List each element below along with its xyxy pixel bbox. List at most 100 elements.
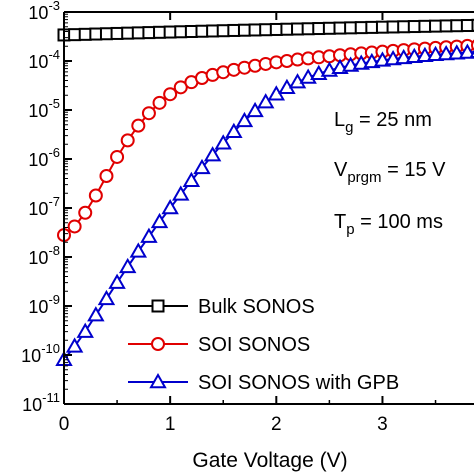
series-layer (55, 18, 474, 366)
data-point (256, 93, 275, 109)
data-point (78, 27, 92, 41)
legend-label: SOI SONOS (198, 334, 310, 356)
data-point (121, 26, 135, 40)
legend-label: SOI SONOS with GPB (198, 372, 399, 394)
data-point (206, 24, 220, 38)
x-tick-label: 3 (377, 414, 388, 435)
x-axis-label: Gate Voltage (V) (192, 449, 347, 472)
data-point (88, 188, 103, 203)
data-point (458, 43, 474, 59)
data-point (429, 19, 443, 33)
axes (63, 11, 474, 405)
data-point (416, 46, 434, 62)
data-point (163, 25, 177, 39)
data-point (237, 23, 251, 37)
data-point (89, 27, 103, 41)
data-point (216, 24, 230, 38)
data-point (394, 48, 413, 65)
data-point (182, 171, 201, 187)
legend-entry: SOI SONOS (128, 334, 310, 356)
data-point (386, 20, 400, 34)
data-point (333, 21, 347, 35)
data-point (110, 26, 124, 40)
data-point (78, 205, 93, 220)
series-square (57, 18, 474, 42)
data-point (291, 22, 305, 36)
data-point (131, 26, 145, 40)
data-point (460, 19, 474, 33)
y-tick-label: 10-11 (22, 390, 60, 415)
data-point (227, 23, 241, 37)
y-tick-label: 10-9 (28, 292, 60, 317)
data-point (67, 219, 82, 234)
legend-entry: SOI SONOS with GPB (128, 372, 399, 394)
plot-area (64, 12, 474, 404)
data-point (65, 337, 84, 353)
data-point (161, 198, 179, 215)
data-point (120, 133, 135, 148)
data-point (439, 19, 453, 33)
data-point (140, 227, 158, 243)
data-point (225, 122, 243, 138)
series-triangle (55, 43, 474, 366)
data-point (450, 19, 464, 33)
legend-marker (149, 372, 167, 389)
data-point (354, 21, 368, 35)
data-point (301, 22, 315, 36)
data-point (110, 149, 125, 164)
data-point (437, 44, 455, 61)
data-point (131, 118, 146, 133)
data-point (426, 45, 445, 62)
data-point (246, 101, 264, 118)
data-point (365, 20, 379, 34)
data-point (163, 87, 178, 102)
annotation-text: Tp = 100 ms (334, 211, 443, 238)
y-tick-label: 10-8 (28, 243, 60, 268)
y-tick-label: 10-4 (28, 47, 60, 72)
annotation-text: Vprgm = 15 V (334, 159, 446, 186)
data-point (280, 22, 294, 36)
y-tick-label: 10-10 (21, 341, 60, 366)
plot-background (64, 12, 474, 404)
data-point (68, 28, 82, 42)
legend-label: Bulk SONOS (198, 296, 315, 318)
data-point (322, 21, 336, 35)
data-point (108, 273, 126, 289)
x-tick-label: 2 (271, 414, 282, 435)
y-tick-label: 10-7 (28, 194, 60, 219)
data-point (312, 22, 326, 36)
data-point (153, 25, 167, 39)
data-point (152, 95, 167, 110)
data-point (184, 24, 198, 38)
legend-marker (151, 299, 165, 313)
data-point (375, 20, 389, 34)
data-point (235, 111, 254, 128)
data-point (193, 158, 211, 175)
x-tick-label: 1 (165, 414, 176, 435)
tick-labels: 0 1 2 3 10-3 10-4 10-5 10-6 10-7 10-8 10-9 10-10 10-… (21, 0, 388, 435)
legend-marker (151, 337, 165, 351)
data-point (448, 44, 466, 60)
annotation-text: Lg = 25 nm (334, 109, 432, 136)
data-point (142, 26, 156, 40)
x-tick-label: 0 (59, 414, 70, 435)
data-point (203, 146, 222, 162)
data-point (141, 106, 156, 121)
data-point (195, 24, 209, 38)
data-point (87, 306, 105, 322)
data-point (214, 134, 232, 150)
data-point (469, 49, 474, 59)
data-point (150, 212, 169, 229)
y-tick-label: 10-3 (28, 0, 60, 23)
data-point (384, 49, 402, 66)
data-point (172, 185, 190, 201)
data-point (97, 289, 116, 306)
legend: Bulk SONOS SOI SONOS SOI SONOS with GPB (128, 296, 399, 394)
annotations: Lg = 25 nm Vprgm = 15 V Tp = 100 ms (334, 109, 446, 238)
data-point (174, 25, 188, 39)
data-point (407, 20, 421, 34)
data-point (269, 22, 283, 36)
data-point (129, 242, 148, 258)
data-point (397, 20, 411, 34)
